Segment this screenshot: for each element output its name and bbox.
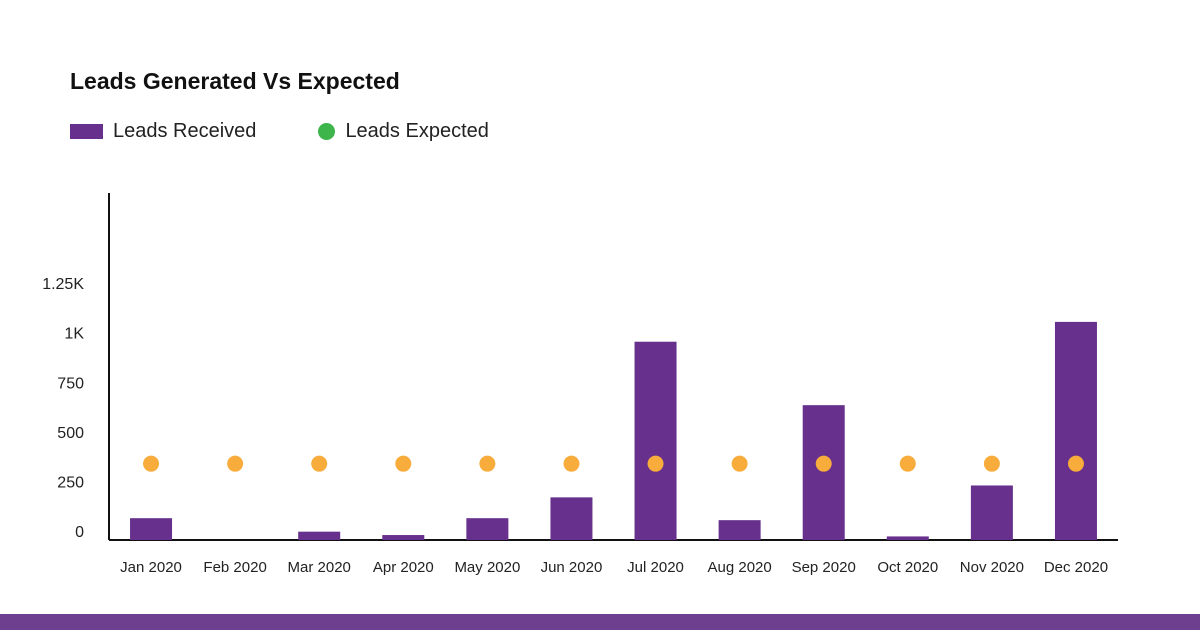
marker-leads-expected <box>227 455 244 472</box>
x-tick-label: Mar 2020 <box>288 559 351 576</box>
bar-leads-received <box>466 518 509 540</box>
bar-leads-received <box>298 531 341 540</box>
y-tick-label: 750 <box>57 375 84 392</box>
x-tick-label: Apr 2020 <box>373 559 434 576</box>
y-tick-label: 1.25K <box>42 276 84 293</box>
bar-leads-received <box>550 497 593 540</box>
marker-leads-expected <box>563 455 580 472</box>
x-tick-label: Oct 2020 <box>877 559 938 576</box>
legend-swatch-leads-expected <box>318 123 336 140</box>
legend-item-leads-received: Leads Received <box>70 120 256 143</box>
y-tick-label: 1K <box>64 326 84 343</box>
y-tick-label: 0 <box>75 524 84 541</box>
bar-leads-received <box>130 518 173 540</box>
x-tick-label: Jun 2020 <box>541 559 603 576</box>
y-tick-label: 250 <box>57 474 84 491</box>
bar-leads-received <box>970 485 1013 540</box>
marker-leads-expected <box>731 455 748 472</box>
bar-leads-received <box>802 405 845 540</box>
marker-leads-expected <box>143 455 160 472</box>
chart-title: Leads Generated Vs Expected <box>70 68 400 94</box>
marker-leads-expected <box>899 455 916 472</box>
marker-leads-expected <box>479 455 496 472</box>
footer-band <box>0 614 1200 630</box>
x-tick-label: Jul 2020 <box>627 559 684 576</box>
marker-leads-expected <box>395 455 412 472</box>
marker-leads-expected <box>311 455 328 472</box>
chart-legend: Leads Received Leads Expected <box>70 120 489 143</box>
bar-leads-received <box>382 535 425 540</box>
marker-leads-expected <box>983 455 1000 472</box>
marker-leads-expected <box>647 455 664 472</box>
x-tick-label: Aug 2020 <box>708 559 772 576</box>
legend-swatch-leads-received <box>70 124 103 139</box>
x-tick-label: Nov 2020 <box>960 559 1024 576</box>
x-tick-label: Feb 2020 <box>203 559 266 576</box>
bar-leads-received <box>634 341 677 540</box>
y-tick-label: 500 <box>57 425 84 442</box>
legend-item-leads-expected: Leads Expected <box>318 120 489 143</box>
marker-leads-expected <box>1067 455 1084 472</box>
legend-label-leads-expected: Leads Expected <box>345 120 489 142</box>
marker-leads-expected <box>815 455 832 472</box>
bar-leads-received <box>718 520 761 540</box>
x-tick-label: May 2020 <box>454 559 520 576</box>
bar-leads-received <box>886 536 929 540</box>
x-tick-label: Dec 2020 <box>1044 559 1108 576</box>
bar-leads-received <box>1054 321 1097 540</box>
x-tick-label: Sep 2020 <box>792 559 856 576</box>
x-tick-label: Jan 2020 <box>120 559 182 576</box>
legend-label-leads-received: Leads Received <box>113 120 257 142</box>
